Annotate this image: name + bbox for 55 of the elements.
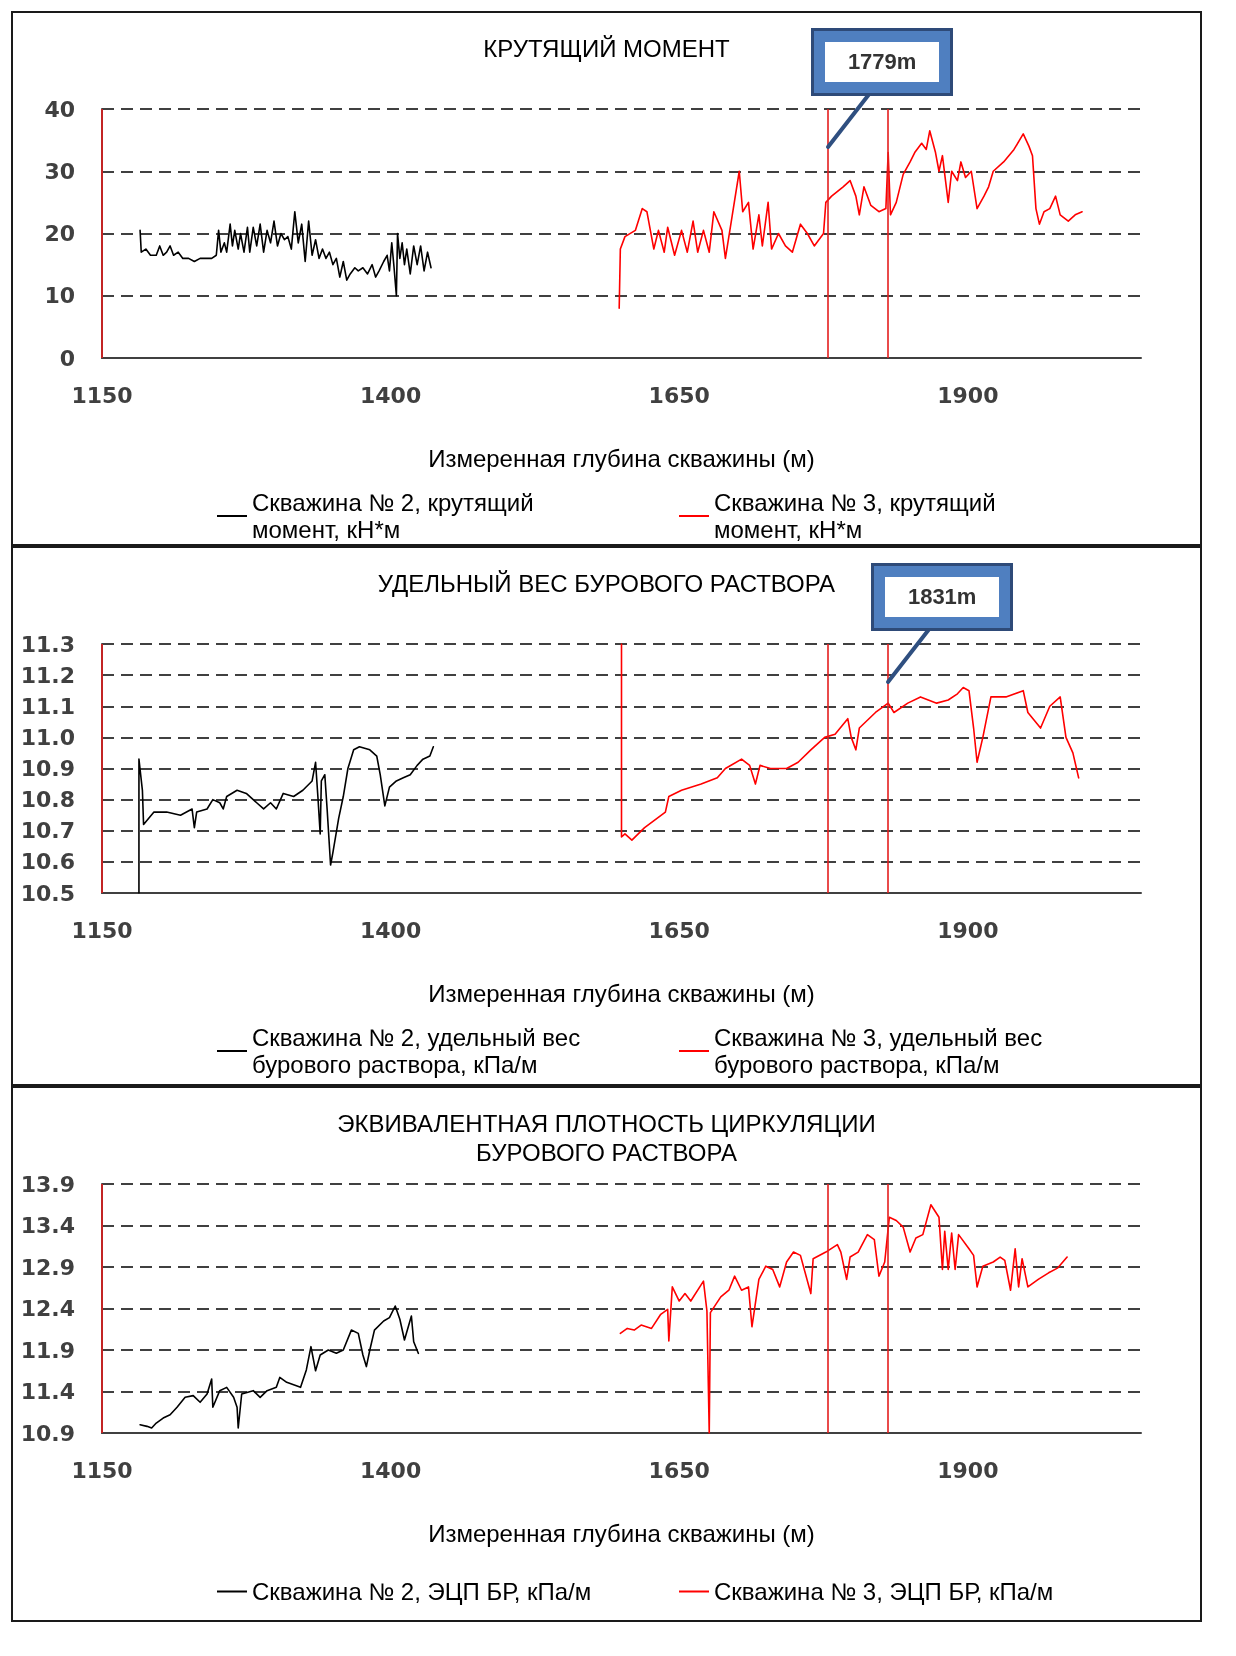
y-tick-label: 10.5 (20, 880, 75, 906)
y-tick-label: 13.4 (20, 1213, 75, 1238)
x-tick-label: 1900 (937, 1457, 999, 1483)
y-tick-label: 10.8 (20, 787, 75, 813)
x-tick-label: 1650 (648, 917, 710, 943)
x-tick-label: 1400 (359, 382, 422, 408)
legend-label: Скважина № 2, крутящий момент, кН*м (252, 489, 534, 543)
x-tick-label: 1650 (648, 382, 710, 408)
y-tick-label: 11.4 (20, 1379, 75, 1404)
x-tick-label: 1900 (937, 382, 999, 408)
callout: 1779m (810, 27, 955, 151)
x-tick-label: 1150 (71, 917, 133, 943)
y-tick-label: 10.6 (20, 849, 75, 875)
line-series (139, 1305, 420, 1429)
y-tick-label: 12.9 (20, 1254, 75, 1280)
ref-line-label: 1779m (814, 31, 951, 93)
legend-label: Скважина № 3, удельный вес бурового раствора, кПа/м (714, 1024, 1043, 1078)
chart-title: КРУТЯЩИЙ МОМЕНТ (483, 34, 730, 63)
line-series (618, 129, 1083, 309)
y-tick-label: 12.4 (20, 1296, 75, 1321)
x-tick-label: 1150 (71, 1457, 133, 1483)
chart-title: ЭКВИВАЛЕНТНАЯ ПЛОТНОСТЬ ЦИРКУЛЯЦИИ БУРОВОГО РАСТВОРА (336, 1109, 877, 1167)
x-axis-title: Измеренная глубина скважины (м) (428, 979, 815, 1007)
y-tick-label: 10.9 (20, 1420, 75, 1446)
x-tick-label: 1400 (359, 1457, 422, 1483)
x-tick-label: 1400 (359, 917, 422, 943)
y-tick-label: 11.2 (20, 662, 75, 688)
y-tick-label: 11.9 (20, 1337, 75, 1363)
x-tick-label: 1650 (648, 1457, 710, 1483)
y-tick-label: 40 (44, 96, 75, 122)
y-tick-label: 20 (44, 221, 75, 246)
y-tick-label: 10 (44, 283, 75, 309)
ref-line-label: 1831m (874, 566, 1011, 628)
line-series (139, 210, 432, 297)
legend-label: Скважина № 3, крутящий момент, кН*м (714, 489, 996, 543)
y-tick-label: 11.3 (20, 631, 75, 657)
x-tick-label: 1150 (71, 382, 133, 408)
x-axis-title: Измеренная глубина скважины (м) (428, 444, 815, 472)
legend-label: Скважина № 2, ЭЦП БР, кПа/м (252, 1578, 592, 1605)
y-tick-label: 13.9 (20, 1171, 75, 1197)
y-tick-label: 0 (59, 345, 75, 371)
x-tick-label: 1900 (937, 917, 999, 943)
y-tick-label: 30 (44, 158, 75, 184)
y-tick-label: 11.1 (20, 693, 75, 719)
line-series (138, 745, 435, 894)
y-tick-label: 10.7 (20, 818, 75, 844)
callout: 1831m (870, 562, 1015, 686)
y-tick-label: 10.9 (20, 756, 75, 781)
legend-label: Скважина № 2, удельный вес бурового раствора, кПа/м (252, 1024, 581, 1078)
chart-title: УДЕЛЬНЫЙ ВЕС БУРОВОГО РАСТВОРА (377, 569, 836, 598)
line-series (620, 643, 1080, 841)
y-tick-label: 11.0 (20, 724, 75, 750)
line-series (619, 1203, 1068, 1434)
legend-label: Скважина № 3, ЭЦП БР, кПа/м (714, 1578, 1054, 1605)
x-axis-title: Измеренная глубина скважины (м) (428, 1519, 815, 1547)
